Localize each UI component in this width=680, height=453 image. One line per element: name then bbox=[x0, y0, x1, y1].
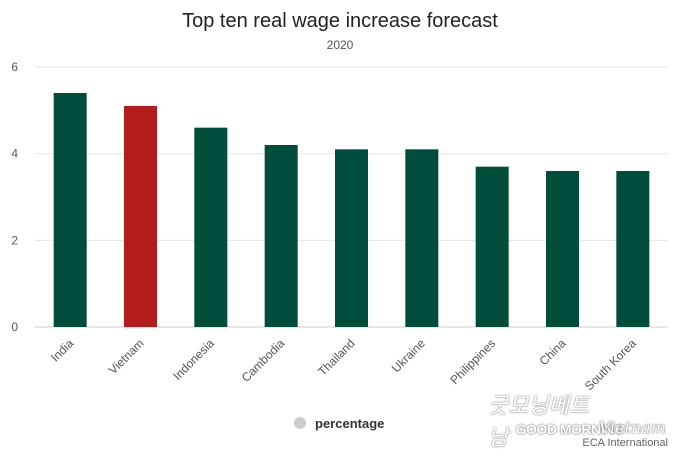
bar-india[interactable] bbox=[53, 93, 87, 327]
x-tick-label: Philippines bbox=[447, 336, 498, 387]
watermark-script-text: 굿모닝베트남 bbox=[488, 394, 590, 451]
y-tick-label: 2 bbox=[11, 233, 18, 247]
bars bbox=[53, 93, 650, 328]
watermark-accent-text: Vietnam bbox=[598, 418, 666, 437]
legend-symbol bbox=[294, 417, 306, 429]
legend[interactable]: percentage bbox=[294, 416, 384, 431]
bar-philippines[interactable] bbox=[475, 166, 509, 327]
x-axis-labels: India Vietnam Indonesia Cambodia Thailand Ukr… bbox=[48, 336, 639, 393]
source-credit: ECA International bbox=[582, 437, 668, 449]
x-tick-label: Thailand bbox=[315, 336, 357, 378]
bar-cambodia[interactable] bbox=[264, 145, 298, 327]
watermark-main-text: GOOD MORNING bbox=[515, 421, 625, 437]
y-tick-label: 6 bbox=[11, 60, 18, 74]
x-tick-label: Vietnam bbox=[106, 336, 147, 377]
x-tick-label: India bbox=[48, 336, 77, 365]
bar-vietnam[interactable] bbox=[124, 106, 157, 327]
x-tick-label: South Korea bbox=[582, 336, 639, 393]
y-tick-label: 4 bbox=[11, 147, 18, 161]
x-tick-label: China bbox=[537, 336, 569, 368]
x-tick-label: Indonesia bbox=[170, 336, 217, 383]
bar-indonesia[interactable] bbox=[194, 127, 228, 328]
x-tick-label: Cambodia bbox=[239, 336, 288, 385]
bar-south-korea[interactable] bbox=[616, 171, 650, 327]
watermark: 굿모닝베트남 GOOD MORNING Vietnam ECA Internat… bbox=[488, 388, 668, 451]
chart-subtitle: 2020 bbox=[327, 38, 354, 52]
bar-china[interactable] bbox=[546, 171, 579, 327]
chart-title: Top ten real wage increase forecast bbox=[182, 10, 498, 32]
x-tick-label: Ukraine bbox=[389, 336, 428, 375]
bar-ukraine[interactable] bbox=[405, 149, 439, 327]
y-tick-label: 0 bbox=[11, 320, 18, 334]
legend-label[interactable]: percentage bbox=[315, 416, 384, 431]
bar-thailand[interactable] bbox=[335, 149, 368, 327]
